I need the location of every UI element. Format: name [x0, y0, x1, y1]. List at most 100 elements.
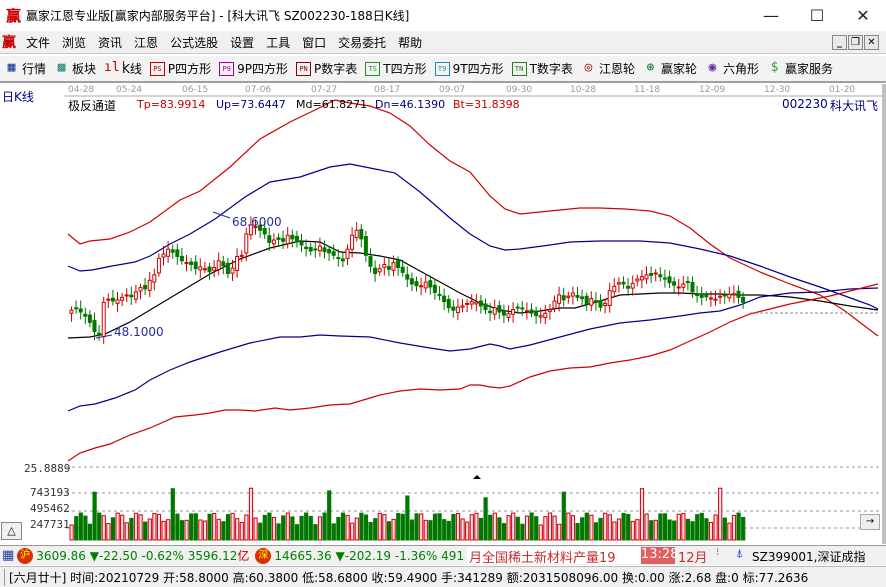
sz-index-price: 14665.36: [274, 548, 332, 563]
sh-index-change: ▼-22.50: [89, 548, 138, 563]
toolbar-label: 行情: [22, 62, 47, 76]
blocks-icon: ▩: [57, 59, 66, 75]
gann-wheel-icon: ◎: [584, 59, 593, 75]
chart-canvas[interactable]: [0, 84, 882, 544]
t9-icon: T9: [434, 61, 450, 76]
date-tick: 11-18: [634, 85, 661, 95]
menu-news[interactable]: 资讯: [98, 35, 123, 50]
sh-index-amount: 3596.12: [187, 548, 238, 563]
price-axis-label: 25.8889: [24, 462, 71, 475]
toolbar-label: 赢家轮: [660, 62, 697, 76]
date-tick: 06-15: [182, 85, 209, 95]
window-minimize-button[interactable]: —: [763, 5, 779, 25]
sz-index-change: ▼-202.19: [335, 548, 392, 563]
toolbar-winner-wheel-button[interactable]: ⊛ 赢家轮: [643, 60, 697, 77]
date-tick: 12-30: [764, 85, 791, 95]
antenna-icon: ⍋: [736, 546, 744, 560]
toolbar-t9-button[interactable]: T9 9T四方形: [434, 60, 504, 77]
news-ticker-next: 12月: [678, 551, 708, 564]
window-close-button[interactable]: ✕: [856, 5, 870, 25]
toolbar-p9-button[interactable]: P9 9P四方形: [219, 60, 288, 77]
date-tick: 01-20: [829, 85, 856, 95]
toolbar-dollar-button[interactable]: $ 赢家服务: [767, 60, 833, 77]
window-title: 赢家江恩专业版[赢家内部服务平台] - [科大讯飞 SZ002230-188日K…: [26, 8, 410, 23]
kline-icon: ıl': [104, 59, 128, 75]
news-ticker[interactable]: 月全国稀土新材料产量19: [467, 547, 641, 565]
low-price-marker: 48.1000: [114, 325, 164, 339]
volume-axis-label-mid: 495462: [30, 502, 70, 515]
indicator-dn: Dn=46.1390: [375, 98, 446, 111]
chart-right-border: [882, 84, 886, 544]
toolbar-tn-button[interactable]: TN T数字表: [511, 60, 573, 77]
bar-info-bar: [六月廿十] 时间:20210729 开:58.8000 高:60.3800 低…: [0, 566, 886, 587]
sh-index-price: 3609.86: [36, 548, 86, 563]
index-selector[interactable]: SZ399001,深证成指: [752, 550, 866, 564]
toolbar-label: K线: [122, 62, 142, 76]
toolbar-label: 9P四方形: [237, 62, 289, 76]
bar-info-text: [六月廿十] 时间:20210729 开:58.8000 高:60.3800 低…: [4, 568, 808, 586]
sh-index-pct: -0.62%: [141, 548, 184, 563]
toolbar-ps-button[interactable]: PS P四方形: [149, 60, 212, 77]
tn-icon: TN: [511, 61, 527, 76]
pn-icon: PN: [296, 61, 312, 76]
menu-logo-icon: 赢: [2, 35, 16, 51]
date-tick: 09-30: [506, 85, 533, 95]
menu-formula-select[interactable]: 公式选股: [170, 35, 219, 50]
toolbar-hexagon-button[interactable]: ◉ 六角形: [705, 60, 759, 77]
dollar-icon: $: [770, 59, 779, 75]
toolbar-kline-button[interactable]: ıl' K线: [104, 60, 142, 77]
toolbar-label: P数字表: [314, 62, 358, 76]
toggle-panel-button[interactable]: △: [1, 522, 22, 540]
toolbar-gann-wheel-button[interactable]: ◎ 江恩轮: [581, 60, 635, 77]
date-tick: 10-28: [570, 85, 597, 95]
menu-settings[interactable]: 设置: [230, 35, 255, 50]
date-tick: 05-24: [116, 85, 143, 95]
volume-axis-label-low: 247731: [30, 518, 70, 531]
ticker-scroll-icon[interactable]: ⁝: [716, 547, 720, 558]
indicator-md: Md=61.8271: [296, 98, 368, 111]
indicator-tp: Tp=83.9914: [137, 98, 206, 111]
title-bar: 赢 赢家江恩专业版[赢家内部服务平台] - [科大讯飞 SZ002230-188…: [0, 0, 886, 30]
volume-axis-label-high: 743193: [30, 486, 70, 499]
toolbar-blocks-button[interactable]: ▩ 板块: [54, 60, 96, 77]
menu-window[interactable]: 窗口: [302, 35, 327, 50]
quote-grid-icon[interactable]: ▦: [2, 548, 15, 563]
winner-wheel-icon: ⊛: [646, 59, 655, 75]
sh-index-badge: 沪: [17, 547, 34, 564]
high-price-marker: 68.6000: [232, 215, 282, 229]
window-maximize-button[interactable]: ☐: [809, 5, 825, 25]
toolbar-label: P四方形: [167, 62, 212, 76]
toolbar: ▦ 行情 ▩ 板块 ıl' K线 PS P四方形 P9 9P四方形 PN P数字表 TS T四方形 T9 9T…: [0, 56, 886, 83]
market-status-bar: ▦ 沪 3609.86 ▼-22.50 -0.62% 3596.12 亿 深 14…: [0, 545, 886, 565]
toolbar-pn-button[interactable]: PN P数字表: [296, 60, 357, 77]
toolbar-ts-button[interactable]: TS T四方形: [365, 60, 427, 77]
toolbar-grid-button[interactable]: ▦ 行情: [4, 60, 46, 77]
p9-icon: P9: [219, 61, 235, 76]
mdi-close-button[interactable]: ✕: [864, 35, 879, 50]
app-logo-icon: 赢: [6, 6, 22, 25]
menu-browse[interactable]: 浏览: [62, 35, 87, 50]
indicator-name: 极反通道: [68, 99, 117, 113]
grid-icon: ▦: [7, 59, 16, 75]
menu-trade[interactable]: 交易委托: [338, 35, 387, 50]
sz-index-pct: -1.36%: [394, 548, 438, 563]
toolbar-label: T数字表: [529, 62, 573, 76]
kline-chart[interactable]: 日K线 04-28 05-24 06-15 07-06 07-27 08-17 09-07 0…: [0, 84, 882, 544]
menu-file[interactable]: 文件: [26, 35, 51, 50]
toolbar-label: T四方形: [383, 62, 427, 76]
mdi-minimize-button[interactable]: _: [832, 35, 847, 50]
menu-help[interactable]: 帮助: [398, 35, 423, 50]
scroll-right-button[interactable]: →: [860, 514, 880, 530]
period-label: 日K线: [2, 90, 34, 104]
ts-icon: TS: [365, 61, 381, 76]
mdi-restore-button[interactable]: ❐: [848, 35, 863, 50]
toolbar-label: 六角形: [722, 62, 759, 76]
news-ticker-time: 13:28: [641, 547, 679, 564]
menu-bar: 赢 文件 浏览 资讯 江恩 公式选股 设置 工具 窗口 交易委托 帮助: [0, 31, 886, 54]
menu-gann[interactable]: 江恩: [134, 35, 159, 50]
toolbar-label: 板块: [72, 62, 97, 76]
date-tick: 07-06: [245, 85, 272, 95]
ps-icon: PS: [149, 61, 165, 76]
date-tick: 04-28: [68, 85, 95, 95]
menu-tools[interactable]: 工具: [266, 35, 291, 50]
